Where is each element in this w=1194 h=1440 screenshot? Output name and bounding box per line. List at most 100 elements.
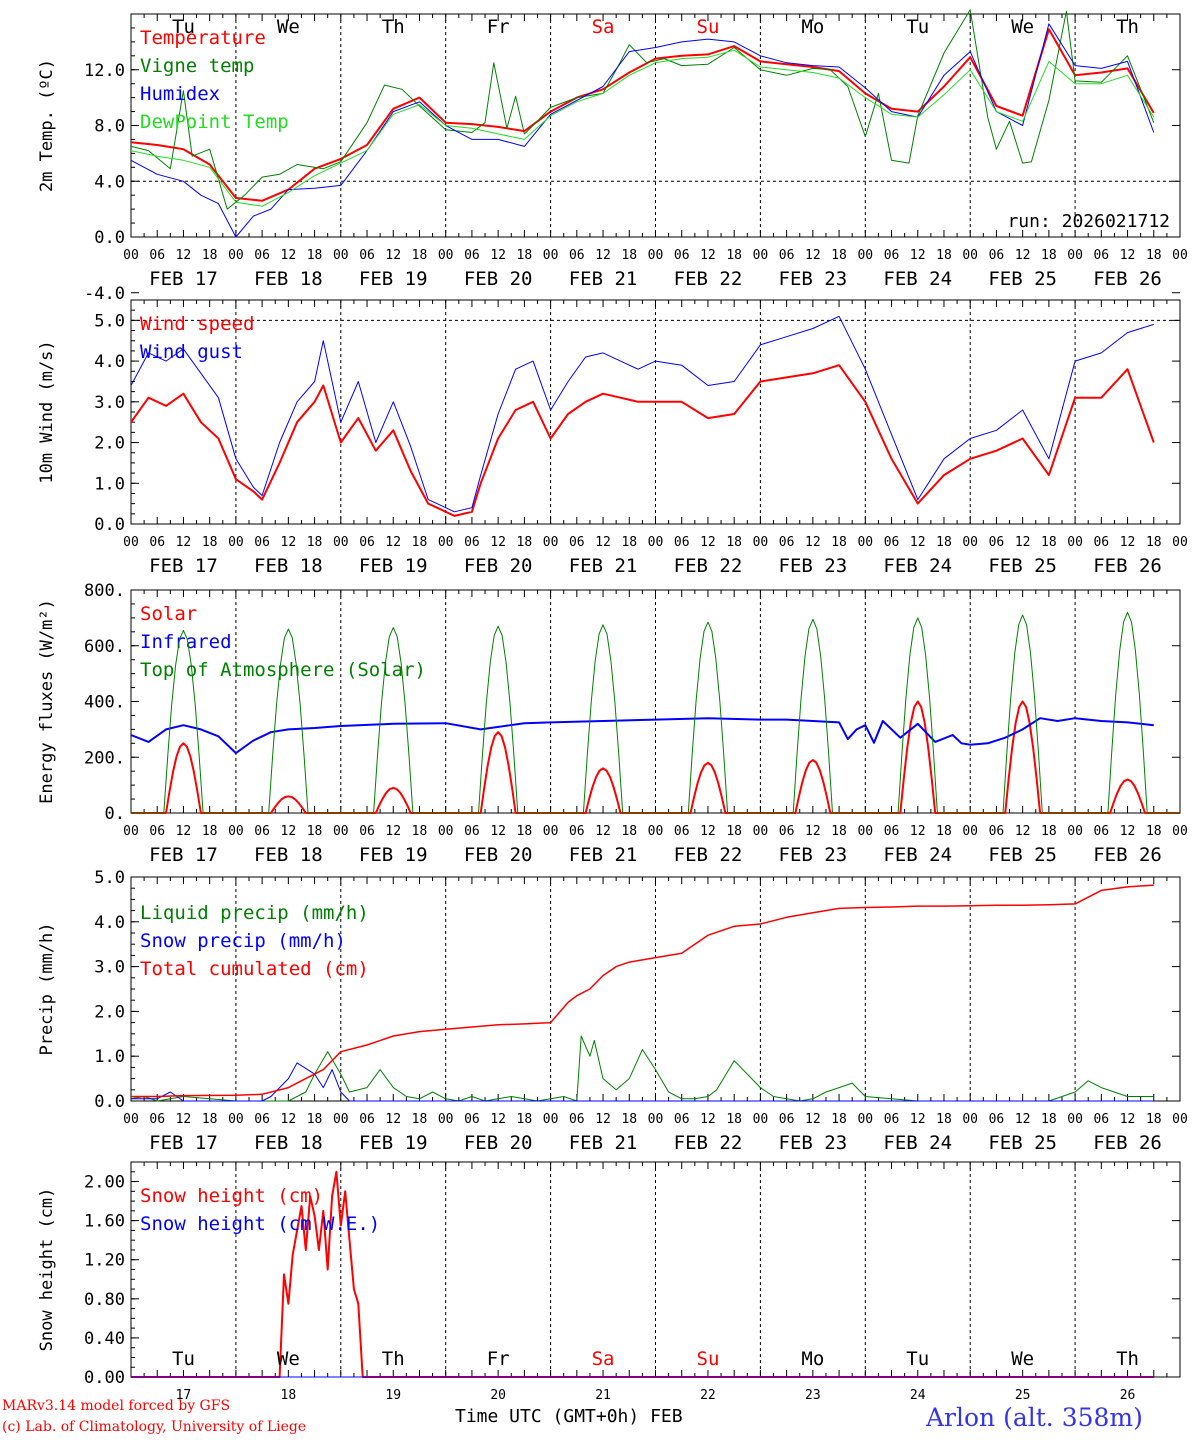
hour-label: 00 bbox=[543, 535, 559, 550]
date-label: FEB 17 bbox=[149, 268, 218, 290]
weekday-label: Tu bbox=[906, 1348, 929, 1370]
legend-entry: Liquid precip (mm/h) bbox=[140, 902, 369, 924]
series-line-top-of-atmosphere-solar- bbox=[131, 611, 1180, 814]
y-tick-label: 3.0 bbox=[94, 958, 125, 978]
y-tick-label: 0.00 bbox=[84, 1368, 125, 1388]
legend-entry: Snow precip (mm/h) bbox=[140, 930, 346, 952]
hour-label: 12 bbox=[490, 1112, 506, 1127]
weekday-label: Mo bbox=[801, 1348, 824, 1370]
y-axis-label: Precip (mm/h) bbox=[37, 922, 57, 1055]
hour-label: 18 bbox=[412, 824, 428, 839]
date-label: FEB 19 bbox=[359, 555, 428, 577]
weekday-label: Su bbox=[697, 16, 720, 38]
date-label: FEB 21 bbox=[569, 268, 638, 290]
hour-label: 12 bbox=[910, 1112, 926, 1127]
hour-label: 18 bbox=[1146, 535, 1162, 550]
hour-label: 18 bbox=[621, 248, 637, 263]
y-axis-label: 10m Wind (m/s) bbox=[37, 340, 57, 483]
hour-label: 12 bbox=[700, 824, 716, 839]
weekday-label: Fr bbox=[487, 1348, 510, 1370]
series-line-vigne-temp bbox=[130, 9, 1155, 210]
date-label: FEB 20 bbox=[464, 268, 533, 290]
y-tick-label: 12.0 bbox=[84, 61, 125, 81]
hour-label: 06 bbox=[149, 1112, 165, 1127]
y-tick-label: 0.80 bbox=[84, 1290, 125, 1310]
hour-label: 18 bbox=[726, 1112, 742, 1127]
hour-label: 06 bbox=[359, 1112, 375, 1127]
hour-label: 06 bbox=[1093, 1112, 1109, 1127]
date-label: FEB 21 bbox=[569, 1132, 638, 1154]
hour-label: 18 bbox=[517, 1112, 533, 1127]
hour-label: 00 bbox=[1067, 824, 1083, 839]
date-label: FEB 24 bbox=[883, 844, 952, 866]
hour-label: 06 bbox=[464, 248, 480, 263]
date-label: FEB 26 bbox=[1093, 1132, 1162, 1154]
hour-label: 00 bbox=[648, 824, 664, 839]
panel-4: 0.0 1.0 2.0 3.0 4.0 5.0 Precip (mm/h) Liquid pr… bbox=[37, 868, 1188, 1154]
hour-label: 18 bbox=[307, 535, 323, 550]
weekday-label: Th bbox=[1116, 1348, 1139, 1370]
y-axis-label: Energy fluxes (W/m²) bbox=[37, 599, 57, 804]
date-label: FEB 26 bbox=[1093, 268, 1162, 290]
date-label: FEB 22 bbox=[674, 1132, 743, 1154]
date-label: FEB 26 bbox=[1093, 844, 1162, 866]
y-tick-label: 0.0 bbox=[94, 515, 125, 535]
legend-entry: Infrared bbox=[140, 631, 232, 653]
hour-label: 06 bbox=[149, 824, 165, 839]
hour-label: 00 bbox=[1172, 535, 1188, 550]
y-tick-label: 4.0 bbox=[94, 172, 125, 192]
hour-label: 06 bbox=[149, 535, 165, 550]
hour-label: 18 bbox=[202, 1112, 218, 1127]
weekday-label: Th bbox=[1116, 16, 1139, 38]
hour-label: 00 bbox=[228, 248, 244, 263]
hour-label: 06 bbox=[569, 1112, 585, 1127]
hour-label: 12 bbox=[1120, 248, 1136, 263]
y-tick-label: -4.0 bbox=[84, 284, 125, 304]
date-label: FEB 18 bbox=[254, 844, 323, 866]
series-line-wind-speed bbox=[130, 364, 1155, 517]
hour-label: 06 bbox=[779, 824, 795, 839]
hour-label: 12 bbox=[910, 248, 926, 263]
date-label: FEB 24 bbox=[883, 268, 952, 290]
hour-label: 06 bbox=[569, 535, 585, 550]
series-line-snow-height-cm- bbox=[131, 1170, 1154, 1378]
y-tick-label: 0. bbox=[105, 804, 125, 824]
hour-label: 00 bbox=[962, 535, 978, 550]
hour-label: 06 bbox=[674, 824, 690, 839]
hour-label: 12 bbox=[281, 824, 297, 839]
y-tick-label: 1.20 bbox=[84, 1251, 125, 1271]
hour-label: 18 bbox=[621, 535, 637, 550]
hour-label: 18 bbox=[1041, 824, 1057, 839]
legend-entry: Humidex bbox=[140, 83, 220, 105]
y-tick-label: 4.0 bbox=[94, 352, 125, 372]
y-tick-label: 1.0 bbox=[94, 1047, 125, 1067]
panel-5: 0.00 0.40 0.80 1.20 1.60 2.00 Snow height (cm)… bbox=[37, 1161, 1181, 1403]
hour-label: 18 bbox=[202, 248, 218, 263]
hour-label: 18 bbox=[202, 824, 218, 839]
hour-label: 06 bbox=[359, 535, 375, 550]
hour-label: 12 bbox=[805, 248, 821, 263]
hour-label: 00 bbox=[1067, 1112, 1083, 1127]
hour-label: 06 bbox=[254, 248, 270, 263]
weekday-label: Th bbox=[382, 1348, 405, 1370]
hour-label: 00 bbox=[648, 248, 664, 263]
series-line-snow-precip-mm-h- bbox=[131, 1062, 1154, 1102]
hour-label: 12 bbox=[281, 535, 297, 550]
legend-entry: Total cumulated (cm) bbox=[140, 958, 369, 980]
hour-label: 18 bbox=[517, 824, 533, 839]
hour-label: 06 bbox=[989, 535, 1005, 550]
hour-label: 00 bbox=[228, 824, 244, 839]
date-label: FEB 18 bbox=[254, 1132, 323, 1154]
day-number-label: 24 bbox=[910, 1388, 926, 1403]
weekday-label: We bbox=[277, 1348, 300, 1370]
legend-entry: Solar bbox=[140, 603, 197, 625]
hour-label: 12 bbox=[700, 1112, 716, 1127]
hour-label: 18 bbox=[1146, 824, 1162, 839]
x-axis-title: Time UTC (GMT+0h) FEB bbox=[455, 1406, 683, 1427]
y-axis-label: Snow height (cm) bbox=[37, 1188, 57, 1352]
day-number-label: 17 bbox=[176, 1388, 192, 1403]
date-label: FEB 20 bbox=[464, 844, 533, 866]
hour-label: 18 bbox=[726, 535, 742, 550]
panel-1: -4.0 0.0 4.0 8.0 12.0 2m Temp. (ºC) Temperatur… bbox=[37, 9, 1188, 304]
panel-3: 0. 200. 400. 600. 800. Energy fluxes (W/m²) So… bbox=[37, 581, 1188, 866]
